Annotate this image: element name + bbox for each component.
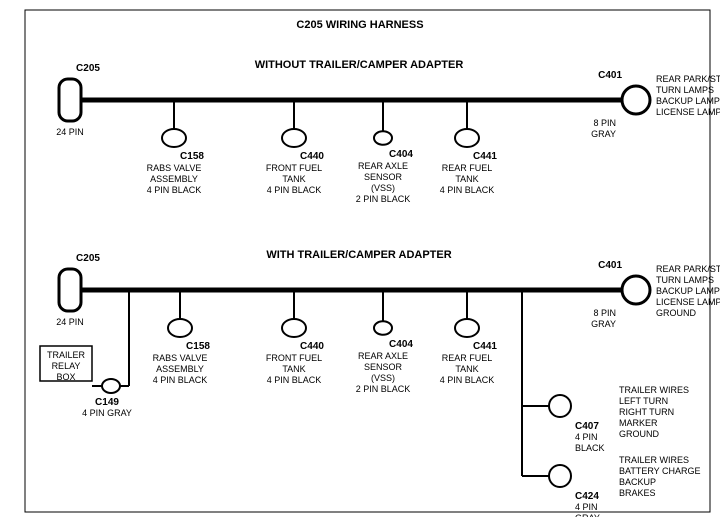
svg-text:SENSOR: SENSOR [364, 362, 403, 372]
svg-text:GROUND: GROUND [619, 429, 659, 439]
svg-text:24 PIN: 24 PIN [56, 127, 84, 137]
svg-text:ASSEMBLY: ASSEMBLY [150, 174, 198, 184]
svg-text:4 PIN GRAY: 4 PIN GRAY [82, 408, 132, 418]
svg-text:REAR FUEL: REAR FUEL [442, 353, 493, 363]
svg-text:ASSEMBLY: ASSEMBLY [156, 364, 204, 374]
svg-text:BATTERY CHARGE: BATTERY CHARGE [619, 466, 701, 476]
svg-text:C158: C158 [180, 151, 204, 162]
svg-text:REAR PARK/STOP: REAR PARK/STOP [656, 74, 720, 84]
svg-text:C404: C404 [389, 149, 413, 160]
svg-text:4 PIN BLACK: 4 PIN BLACK [440, 185, 495, 195]
svg-text:C401: C401 [598, 260, 622, 271]
svg-text:C205: C205 [76, 63, 100, 74]
svg-text:4 PIN BLACK: 4 PIN BLACK [267, 375, 322, 385]
svg-text:BLACK: BLACK [575, 443, 605, 453]
svg-text:TRAILER: TRAILER [47, 350, 86, 360]
svg-text:C205 WIRING HARNESS: C205 WIRING HARNESS [296, 19, 423, 31]
svg-text:BACKUP LAMPS: BACKUP LAMPS [656, 96, 720, 106]
svg-text:TANK: TANK [282, 174, 305, 184]
svg-text:TANK: TANK [282, 364, 305, 374]
svg-text:8 PIN: 8 PIN [593, 308, 616, 318]
svg-text:8 PIN: 8 PIN [593, 118, 616, 128]
svg-text:TANK: TANK [455, 174, 478, 184]
svg-text:4 PIN: 4 PIN [575, 432, 598, 442]
svg-text:BACKUP LAMPS: BACKUP LAMPS [656, 286, 720, 296]
svg-text:TURN LAMPS: TURN LAMPS [656, 275, 714, 285]
svg-text:C205: C205 [76, 253, 100, 264]
svg-text:FRONT FUEL: FRONT FUEL [266, 353, 322, 363]
svg-text:REAR PARK/STOP: REAR PARK/STOP [656, 264, 720, 274]
svg-text:C424: C424 [575, 491, 599, 502]
svg-text:BRAKES: BRAKES [619, 488, 656, 498]
svg-text:4 PIN BLACK: 4 PIN BLACK [267, 185, 322, 195]
svg-text:WITH TRAILER/CAMPER ADAPTER: WITH TRAILER/CAMPER ADAPTER [266, 249, 451, 261]
svg-text:C407: C407 [575, 421, 599, 432]
svg-text:REAR AXLE: REAR AXLE [358, 351, 408, 361]
svg-text:REAR FUEL: REAR FUEL [442, 163, 493, 173]
svg-text:C440: C440 [300, 341, 324, 352]
svg-text:C158: C158 [186, 341, 210, 352]
svg-text:LEFT TURN: LEFT TURN [619, 396, 668, 406]
svg-text:(VSS): (VSS) [371, 183, 395, 193]
svg-text:GRAY: GRAY [591, 319, 616, 329]
svg-text:WITHOUT TRAILER/CAMPER ADAPT: WITHOUT TRAILER/CAMPER ADAPTER [255, 59, 464, 71]
svg-text:RABS VALVE: RABS VALVE [153, 353, 208, 363]
svg-text:C149: C149 [95, 397, 119, 408]
svg-text:TANK: TANK [455, 364, 478, 374]
svg-text:GRAY: GRAY [591, 129, 616, 139]
svg-text:TURN LAMPS: TURN LAMPS [656, 85, 714, 95]
svg-text:REAR AXLE: REAR AXLE [358, 161, 408, 171]
svg-text:SENSOR: SENSOR [364, 172, 403, 182]
svg-text:C440: C440 [300, 151, 324, 162]
svg-text:GROUND: GROUND [656, 308, 696, 318]
svg-text:FRONT FUEL: FRONT FUEL [266, 163, 322, 173]
svg-text:RELAY: RELAY [52, 361, 81, 371]
svg-text:GRAY: GRAY [575, 513, 600, 517]
svg-text:LICENSE LAMPS: LICENSE LAMPS [656, 297, 720, 307]
svg-text:BOX: BOX [56, 372, 75, 382]
svg-text:2 PIN BLACK: 2 PIN BLACK [356, 194, 411, 204]
svg-text:4 PIN BLACK: 4 PIN BLACK [440, 375, 495, 385]
svg-text:C441: C441 [473, 341, 497, 352]
svg-text:4 PIN BLACK: 4 PIN BLACK [153, 375, 208, 385]
svg-text:4 PIN BLACK: 4 PIN BLACK [147, 185, 202, 195]
svg-text:TRAILER WIRES: TRAILER WIRES [619, 385, 689, 395]
svg-text:RIGHT TURN: RIGHT TURN [619, 407, 674, 417]
svg-text:C441: C441 [473, 151, 497, 162]
svg-text:(VSS): (VSS) [371, 373, 395, 383]
svg-text:LICENSE LAMPS: LICENSE LAMPS [656, 107, 720, 117]
svg-text:4 PIN: 4 PIN [575, 502, 598, 512]
svg-text:MARKER: MARKER [619, 418, 658, 428]
svg-text:TRAILER WIRES: TRAILER WIRES [619, 455, 689, 465]
svg-text:BACKUP: BACKUP [619, 477, 656, 487]
svg-text:2 PIN BLACK: 2 PIN BLACK [356, 384, 411, 394]
svg-text:C401: C401 [598, 70, 622, 81]
svg-text:RABS VALVE: RABS VALVE [147, 163, 202, 173]
svg-text:C404: C404 [389, 339, 413, 350]
svg-text:24 PIN: 24 PIN [56, 317, 84, 327]
